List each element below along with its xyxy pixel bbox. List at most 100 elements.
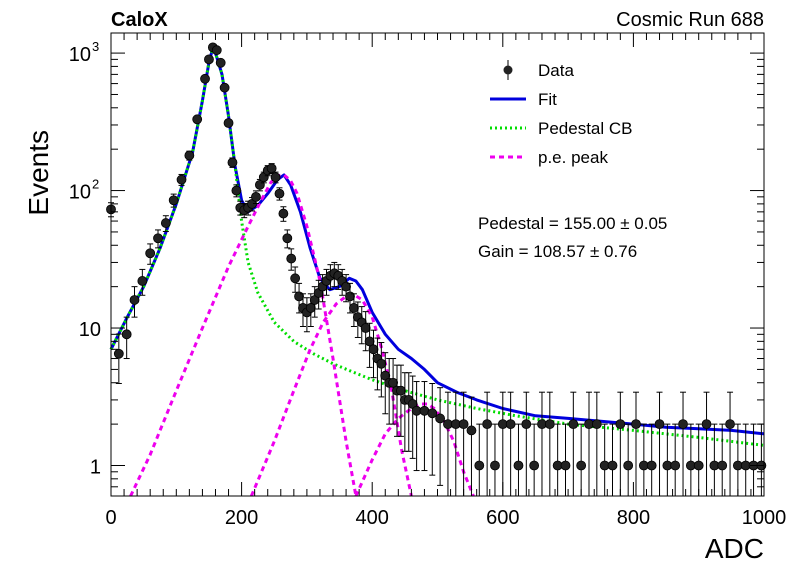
data-marker bbox=[458, 419, 469, 430]
data-point bbox=[717, 423, 728, 497]
data-marker bbox=[121, 329, 132, 340]
data-point bbox=[227, 157, 238, 168]
legend: Data Fit Pedestal CB p.e. peak bbox=[490, 60, 633, 167]
data-point bbox=[153, 229, 163, 249]
data-point bbox=[286, 248, 297, 271]
data-point bbox=[537, 391, 547, 497]
data-point bbox=[368, 329, 379, 379]
data-point bbox=[623, 423, 634, 497]
data-point bbox=[607, 423, 618, 497]
data-marker bbox=[591, 419, 602, 430]
data-marker bbox=[176, 174, 187, 185]
data-point bbox=[137, 268, 148, 296]
data-point bbox=[215, 57, 226, 68]
data-marker bbox=[725, 419, 735, 430]
data-marker bbox=[184, 150, 195, 161]
data-marker bbox=[615, 419, 626, 430]
data-marker bbox=[341, 281, 351, 292]
y-tick-label: 10 bbox=[69, 182, 91, 204]
data-point bbox=[223, 118, 234, 128]
data-marker bbox=[388, 377, 398, 388]
legend-label: Pedestal CB bbox=[538, 119, 633, 138]
data-point bbox=[278, 206, 289, 222]
data-point bbox=[129, 286, 140, 318]
data-point bbox=[646, 423, 657, 497]
data-marker bbox=[607, 460, 618, 471]
data-marker bbox=[211, 45, 222, 56]
data-marker bbox=[364, 336, 375, 347]
data-point bbox=[160, 215, 171, 232]
data-marker bbox=[145, 248, 156, 259]
data-point bbox=[364, 322, 375, 368]
data-point bbox=[552, 423, 563, 497]
data-marker bbox=[678, 419, 688, 430]
legend-label: Data bbox=[538, 61, 574, 80]
x-tick-label: 800 bbox=[617, 507, 650, 529]
data-point bbox=[560, 423, 571, 497]
data-point bbox=[443, 391, 453, 497]
data-marker bbox=[693, 460, 704, 471]
data-marker bbox=[278, 208, 289, 219]
data-marker bbox=[505, 419, 516, 430]
data-marker bbox=[368, 344, 379, 355]
data-point bbox=[251, 190, 261, 205]
x-tick-label: 1000 bbox=[742, 507, 787, 529]
data-point bbox=[638, 423, 649, 497]
data-marker bbox=[200, 73, 210, 84]
data-point bbox=[184, 150, 195, 161]
data-point bbox=[204, 54, 214, 65]
y-tick-exponent: 3 bbox=[92, 39, 99, 54]
data-point bbox=[521, 391, 532, 497]
data-point bbox=[419, 381, 430, 472]
data-marker bbox=[474, 460, 485, 471]
x-axis-label: ADC bbox=[705, 533, 764, 564]
data-marker bbox=[153, 233, 163, 244]
data-point bbox=[435, 387, 446, 486]
data-marker bbox=[654, 419, 665, 430]
data-marker bbox=[345, 291, 355, 302]
data-marker bbox=[168, 195, 179, 206]
data-marker bbox=[670, 460, 681, 471]
data-marker bbox=[360, 323, 371, 333]
data-marker bbox=[646, 460, 657, 471]
data-marker bbox=[576, 460, 587, 471]
data-marker bbox=[160, 218, 171, 228]
data-marker bbox=[396, 385, 406, 396]
data-marker bbox=[129, 295, 140, 305]
data-marker bbox=[349, 303, 359, 313]
data-marker bbox=[435, 413, 446, 424]
data-point bbox=[458, 391, 469, 497]
legend-marker bbox=[503, 65, 513, 75]
legend-entry: Fit bbox=[490, 90, 557, 109]
data-point bbox=[591, 391, 602, 497]
data-point bbox=[266, 163, 277, 175]
data-point bbox=[274, 187, 285, 201]
data-marker bbox=[192, 114, 203, 125]
data-marker bbox=[219, 82, 230, 93]
data-marker bbox=[513, 460, 524, 471]
data-point bbox=[349, 293, 359, 328]
x-tick-label: 600 bbox=[486, 507, 519, 529]
legend-entry: Data bbox=[503, 60, 574, 80]
data-marker bbox=[251, 191, 261, 202]
data-marker bbox=[560, 460, 571, 471]
y-tick-label: 10 bbox=[79, 319, 101, 341]
data-marker bbox=[427, 408, 438, 419]
data-point bbox=[176, 173, 187, 186]
data-marker bbox=[376, 358, 387, 369]
data-point bbox=[219, 82, 230, 93]
data-point bbox=[497, 391, 508, 497]
legend-label: Fit bbox=[538, 90, 557, 109]
data-point bbox=[544, 391, 555, 497]
data-point bbox=[376, 342, 387, 398]
data-point bbox=[145, 243, 156, 265]
data-marker bbox=[521, 419, 532, 430]
data-marker bbox=[294, 291, 304, 302]
data-point bbox=[211, 45, 222, 56]
curve-pedestal-cb bbox=[109, 48, 765, 447]
data-marker bbox=[274, 188, 285, 199]
data-marker bbox=[623, 460, 634, 471]
data-point bbox=[121, 316, 132, 360]
data-marker bbox=[482, 419, 493, 430]
